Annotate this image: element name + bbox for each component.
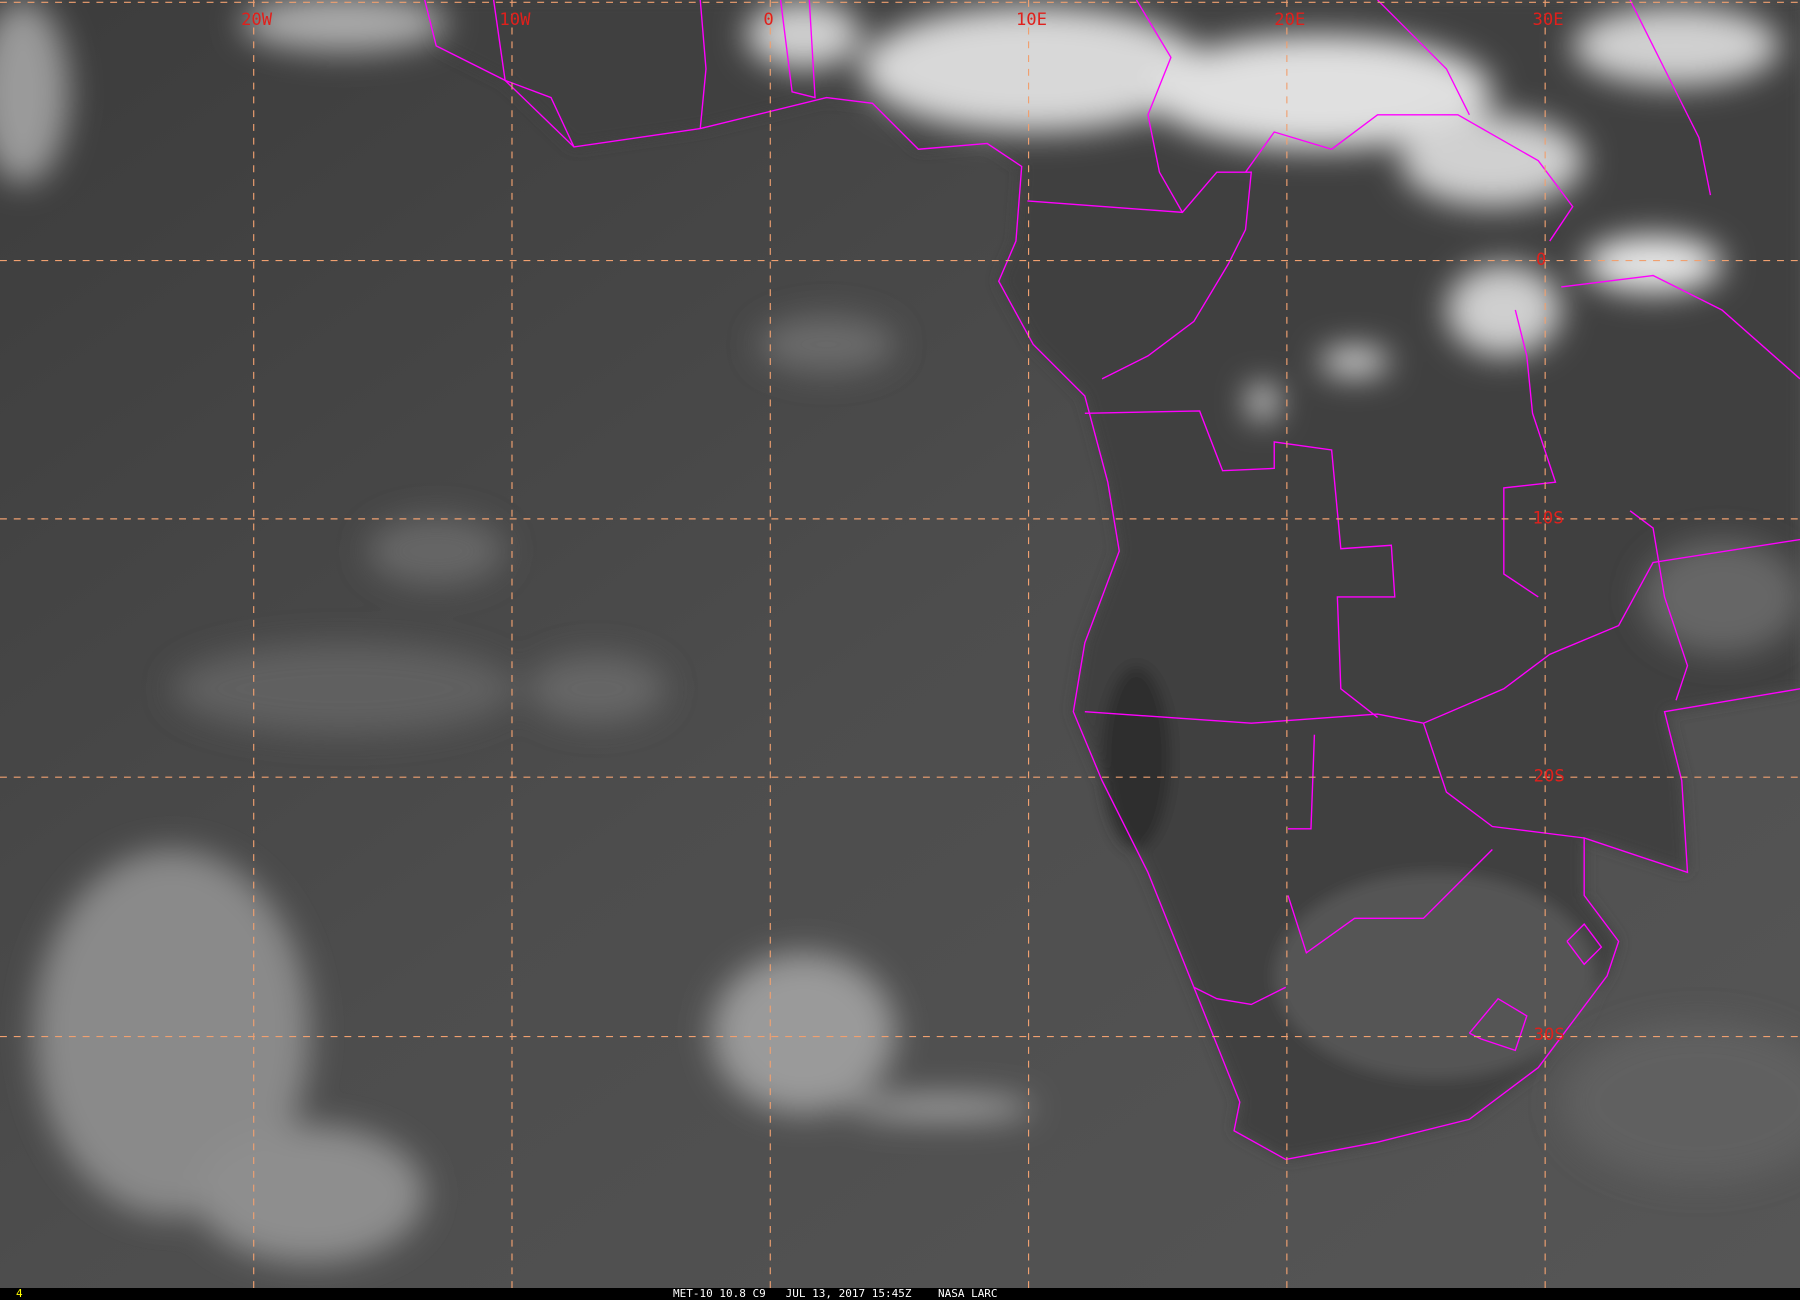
lon-label-20e: 20E	[1274, 10, 1305, 30]
border	[492, 0, 575, 148]
border	[1193, 986, 1287, 1006]
cloud-cover	[0, 0, 1800, 1263]
border	[1377, 0, 1471, 116]
border	[1468, 997, 1528, 1052]
border	[1561, 274, 1800, 380]
border	[1566, 923, 1603, 966]
border	[779, 0, 816, 99]
border	[1135, 0, 1183, 213]
date-label: JUL 13, 2017	[785, 1287, 866, 1300]
grid-labels: 20W 10W 0 10E 20E 30E 0 10S 20S 30S	[241, 10, 1565, 1045]
border	[1629, 510, 1689, 701]
lat-label-10s: 10S	[1533, 508, 1564, 528]
lon-label-0: 0	[763, 10, 773, 30]
border	[1629, 0, 1712, 196]
lon-label-30e: 30E	[1533, 10, 1564, 30]
border	[1503, 309, 1557, 598]
lat-label-20s: 20S	[1534, 767, 1565, 787]
africa-coastline	[424, 0, 1800, 1161]
border	[1422, 722, 1585, 839]
lon-label-20w: 20W	[241, 10, 273, 30]
lat-label-0: 0	[1536, 250, 1546, 270]
border	[1244, 114, 1574, 242]
border	[1084, 410, 1396, 719]
border	[1027, 171, 1253, 380]
border	[1287, 848, 1493, 954]
status-bar: 4 MET-10 10.8 C9 JUL 13, 2017 15:45Z NAS…	[0, 1288, 1800, 1300]
border	[699, 0, 707, 129]
lat-label-30s: 30S	[1534, 1025, 1565, 1045]
sensor-label: MET-10 10.8 C9	[673, 1287, 766, 1300]
border	[1084, 538, 1800, 724]
coastlines-borders	[424, 0, 1800, 1161]
border	[1288, 734, 1316, 830]
lon-label-10w: 10W	[499, 10, 531, 30]
frame-number: 4	[16, 1287, 23, 1300]
source-label: NASA LARC	[937, 1287, 998, 1300]
time-label: 15:45Z	[871, 1287, 912, 1300]
image-caption: MET-10 10.8 C9 JUL 13, 2017 15:45Z NASA …	[673, 1288, 998, 1300]
lon-label-10e: 10E	[1016, 10, 1047, 30]
